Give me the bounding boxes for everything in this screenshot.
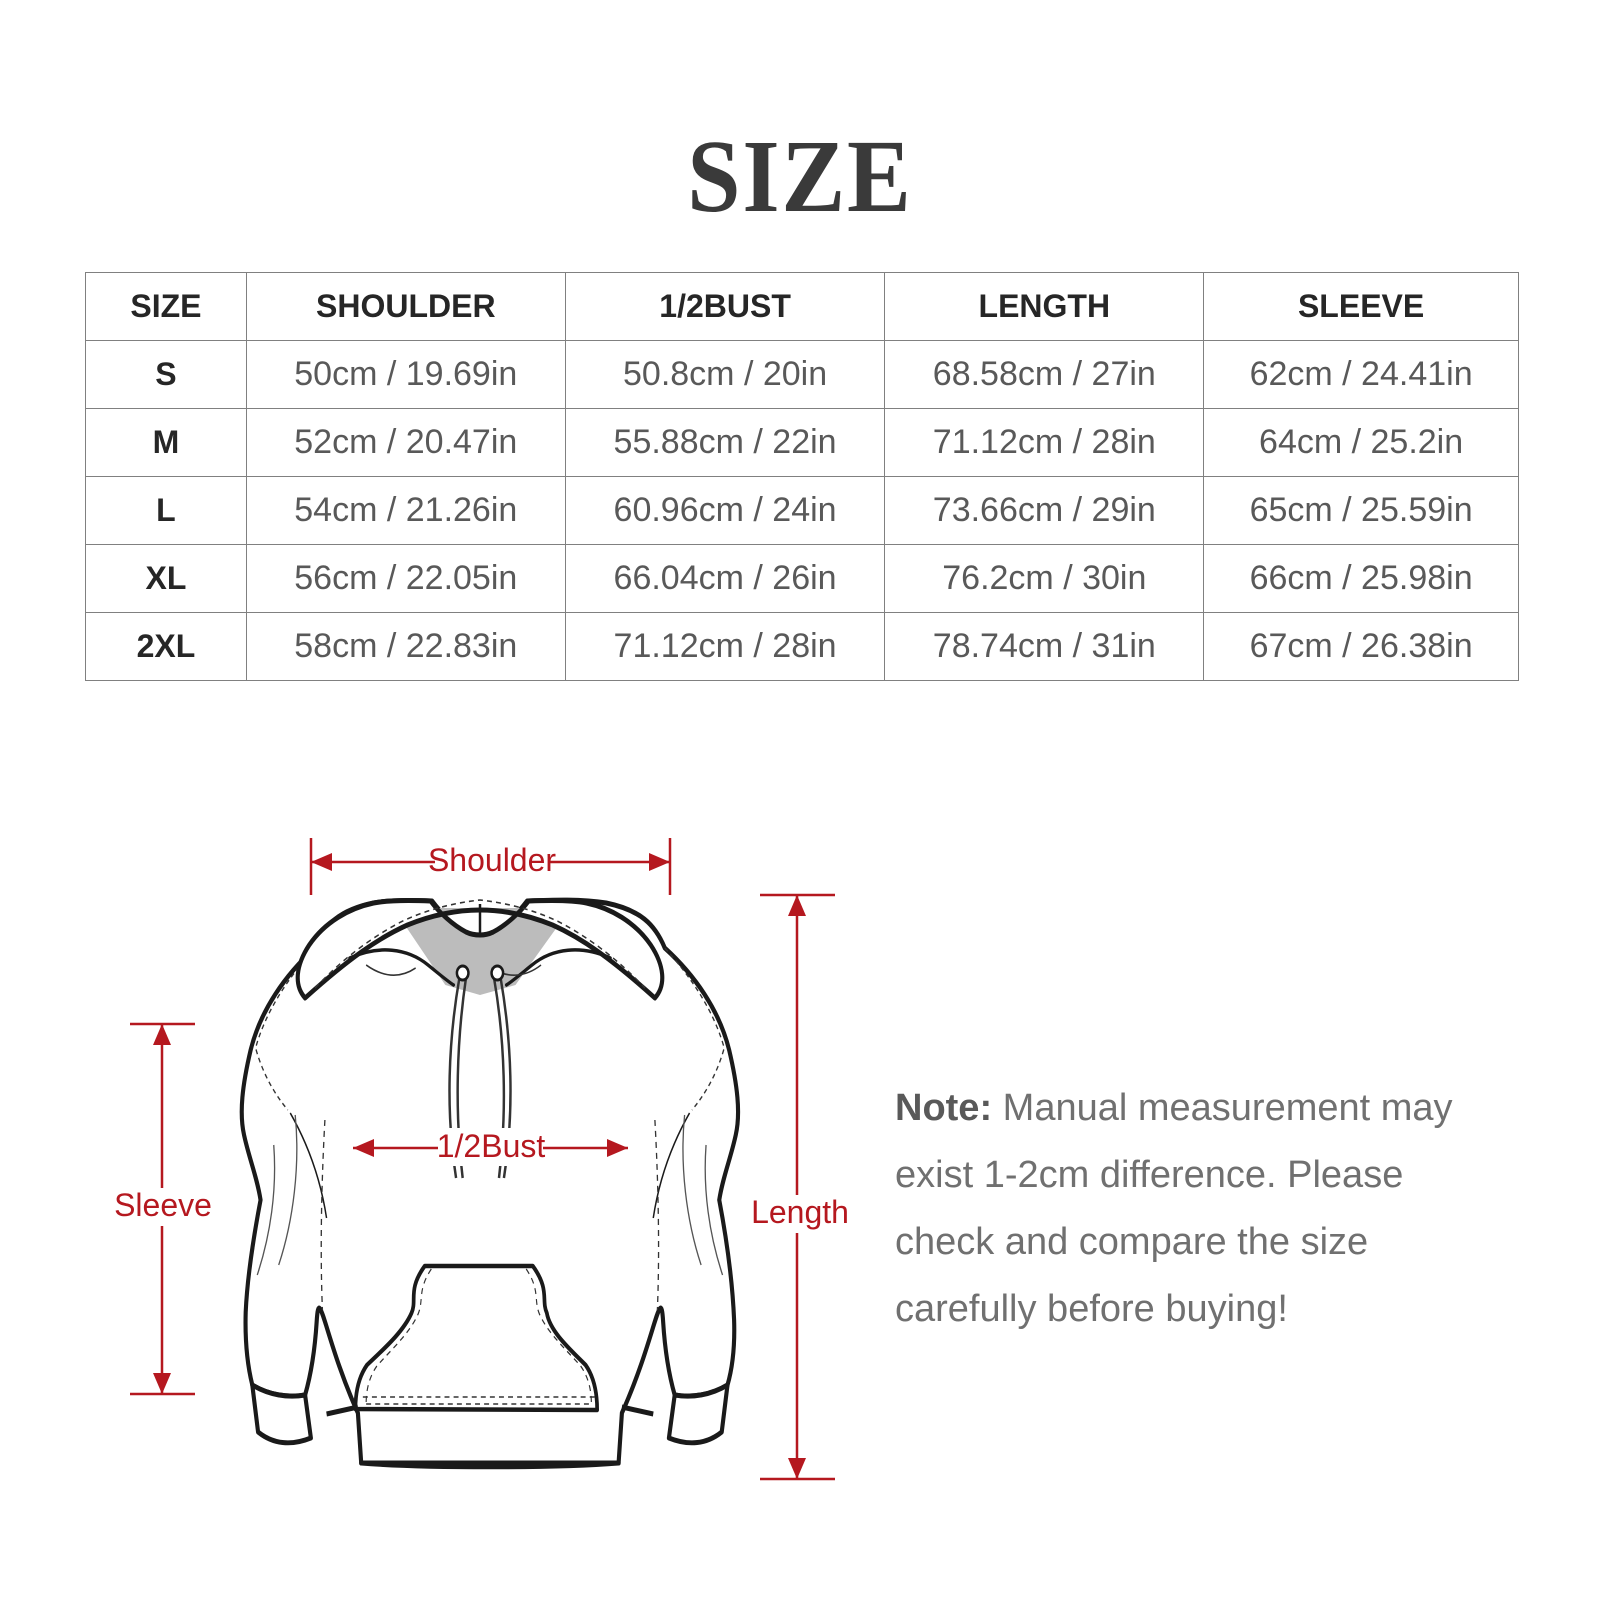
svg-text:Sleeve: Sleeve — [114, 1187, 212, 1223]
svg-text:1/2Bust: 1/2Bust — [437, 1128, 546, 1164]
svg-text:Shoulder: Shoulder — [428, 842, 556, 878]
svg-text:Length: Length — [751, 1194, 849, 1230]
